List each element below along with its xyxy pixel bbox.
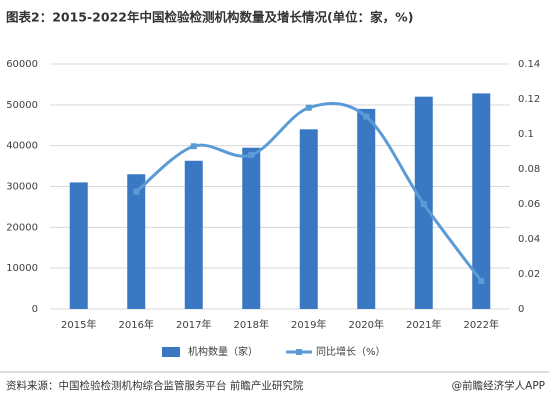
y-tick-label: 40000 bbox=[6, 141, 38, 152]
line-marker bbox=[420, 201, 427, 207]
y2-tick-label: 0.06 bbox=[518, 199, 540, 210]
x-tick-label: 2019年 bbox=[291, 318, 326, 331]
line-marker bbox=[248, 152, 255, 158]
x-tick-label: 2017年 bbox=[176, 318, 211, 331]
y-tick-label: 30000 bbox=[6, 182, 38, 193]
y2-tick-label: 0.1 bbox=[518, 129, 534, 140]
y-tick-label: 60000 bbox=[6, 59, 38, 70]
chart-title: 图表2：2015-2022年中国检验检测机构数量及增长情况(单位：家，%) bbox=[6, 10, 413, 25]
x-tick-label: 2018年 bbox=[234, 318, 269, 331]
bar bbox=[299, 129, 318, 309]
bar bbox=[184, 160, 203, 309]
y-tick-label: 10000 bbox=[6, 263, 38, 274]
line-marker bbox=[190, 143, 197, 150]
line-marker bbox=[478, 278, 485, 284]
y2-tick-label: 0.04 bbox=[518, 234, 540, 245]
bar bbox=[242, 147, 261, 309]
x-tick-label: 2022年 bbox=[464, 318, 499, 331]
y-tick-label: 20000 bbox=[6, 222, 38, 233]
y2-tick-label: 0.02 bbox=[518, 269, 540, 280]
legend-swatch bbox=[162, 347, 180, 357]
legend-label: 机构数量（家） bbox=[188, 345, 258, 358]
x-tick-label: 2015年 bbox=[61, 318, 96, 331]
legend-label: 同比增长（%） bbox=[316, 345, 386, 358]
legend-swatch-marker bbox=[296, 349, 302, 355]
source: 资料来源：中国检验检测机构综合监管服务平台 前瞻产业研究院 bbox=[6, 379, 304, 392]
y2-tick-label: 0.12 bbox=[518, 94, 540, 105]
bar bbox=[357, 108, 376, 310]
credit: @前瞻经济学人APP bbox=[452, 379, 545, 392]
x-tick-label: 2016年 bbox=[119, 318, 154, 331]
y2-tick-label: 0.14 bbox=[518, 59, 540, 70]
line-marker bbox=[305, 104, 312, 111]
y-tick-label: 50000 bbox=[6, 100, 38, 111]
line-marker bbox=[363, 113, 370, 120]
y2-tick-label: 0.08 bbox=[518, 164, 540, 175]
y-tick-label: 0 bbox=[32, 304, 38, 315]
y2-tick-label: 0 bbox=[518, 304, 524, 315]
bar bbox=[472, 93, 491, 310]
x-tick-label: 2021年 bbox=[406, 318, 441, 331]
x-tick-label: 2020年 bbox=[349, 318, 384, 331]
bar bbox=[69, 182, 88, 309]
bar bbox=[127, 174, 146, 309]
line-marker bbox=[133, 188, 140, 195]
